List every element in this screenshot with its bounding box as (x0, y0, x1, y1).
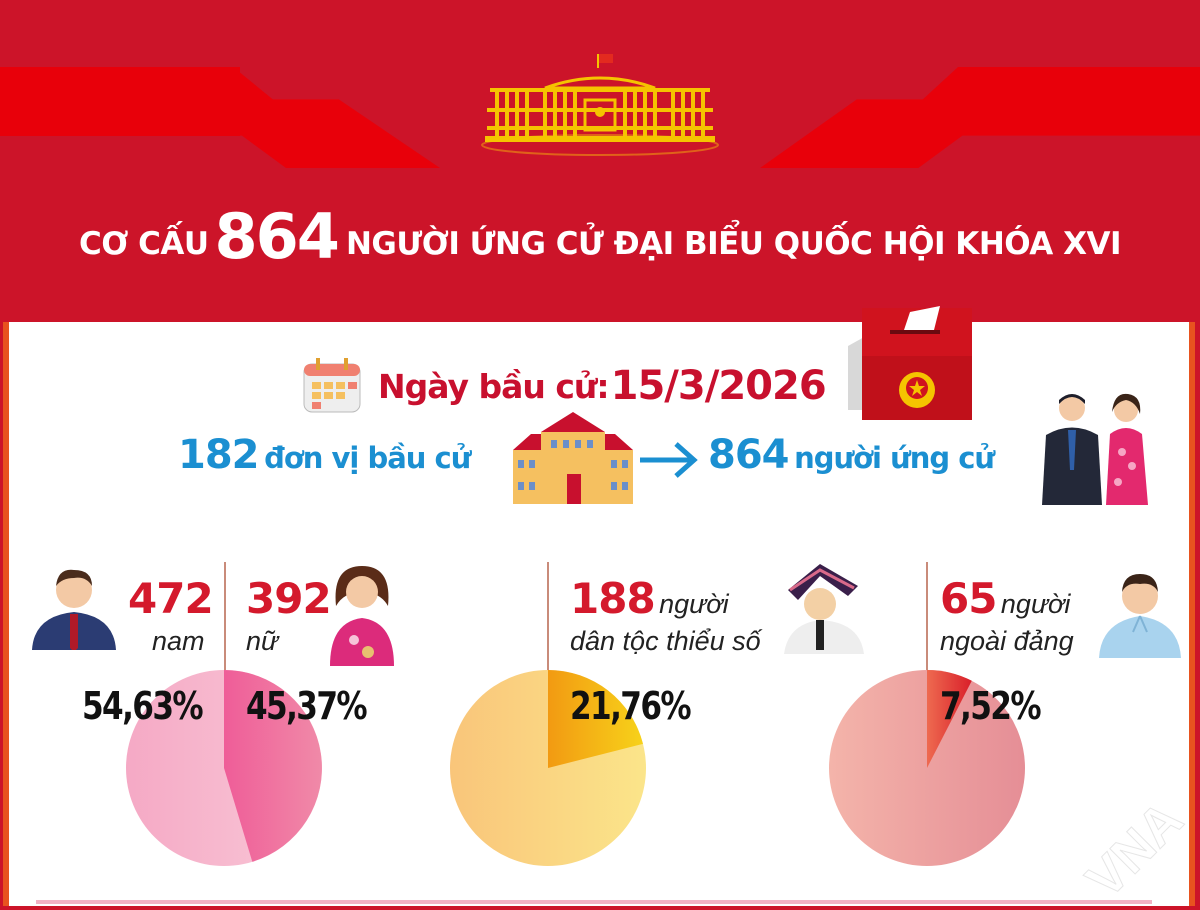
candidates-couple-illustration (1042, 393, 1148, 505)
male-label: nam (152, 626, 205, 656)
male-percentage: 54,63% (82, 684, 204, 728)
election-date-row: Ngày bầu cử: 15/3/2026 (300, 356, 827, 416)
non-party-man-avatar-icon (1099, 574, 1181, 658)
election-date-value: 15/3/2026 (610, 363, 827, 409)
ethnic-divider (547, 562, 549, 672)
school-building-icon (513, 412, 633, 504)
ethnic-count: 188 (570, 574, 656, 623)
candidates-total: 864 người ứng cử (708, 432, 995, 478)
title-prefix: CƠ CẤU (78, 226, 209, 262)
ethnic-pie-chart (450, 670, 646, 866)
nonparty-count: 65 (940, 574, 997, 623)
female-avatar-icon (330, 566, 394, 666)
national-assembly-building-icon (481, 54, 719, 156)
female-label: nữ (246, 626, 279, 656)
bottom-divider-line (36, 900, 1152, 904)
ethnic-percentage: 21,76% (570, 684, 692, 728)
nonparty-percentage: 7,52% (940, 684, 1042, 728)
units-number: 182 (178, 432, 259, 478)
ethnic-label-line1: người (659, 589, 729, 619)
header-band-right-step (760, 67, 1200, 168)
calendar-icon (303, 358, 361, 413)
arrow-right-icon (640, 442, 698, 478)
ethnic-stat: 188 người (570, 574, 729, 623)
female-percentage: 45,37% (246, 684, 368, 728)
electoral-units: 182 đơn vị bầu cử (178, 432, 471, 478)
gender-divider (224, 562, 226, 672)
candidates-number: 864 (708, 432, 789, 478)
non-party-pie-chart (829, 670, 1025, 866)
gender-pie-chart (126, 670, 322, 866)
header-band-left-step (0, 67, 440, 168)
nonparty-label-line1: người (1000, 589, 1071, 619)
female-count: 392 (246, 574, 332, 623)
ethnic-label-line2: dân tộc thiểu số (570, 626, 761, 656)
title-suffix: NGƯỜI ỨNG CỬ ĐẠI BIỂU QUỐC HỘI KHÓA XVI (345, 226, 1122, 262)
title-number: 864 (214, 200, 340, 273)
candidates-label: người ứng cử (794, 441, 995, 475)
ethnic-minority-avatar-icon (784, 564, 864, 654)
nonparty-stat: 65 người (940, 574, 1070, 623)
nonparty-label-line2: ngoài đảng (940, 626, 1074, 656)
election-date-label: Ngày bầu cử: (378, 366, 610, 406)
units-label: đơn vị bầu cử (264, 441, 471, 475)
ballot-box-icon (848, 306, 972, 420)
nonparty-divider (926, 562, 928, 672)
male-count: 472 (128, 574, 214, 623)
header: CƠ CẤU864 NGƯỜI ỨNG CỬ ĐẠI BIỂU QUỐC HỘI … (0, 0, 1200, 322)
male-avatar-icon (32, 569, 116, 650)
page-title: CƠ CẤU864 NGƯỜI ỨNG CỬ ĐẠI BIỂU QUỐC HỘI … (0, 200, 1200, 273)
